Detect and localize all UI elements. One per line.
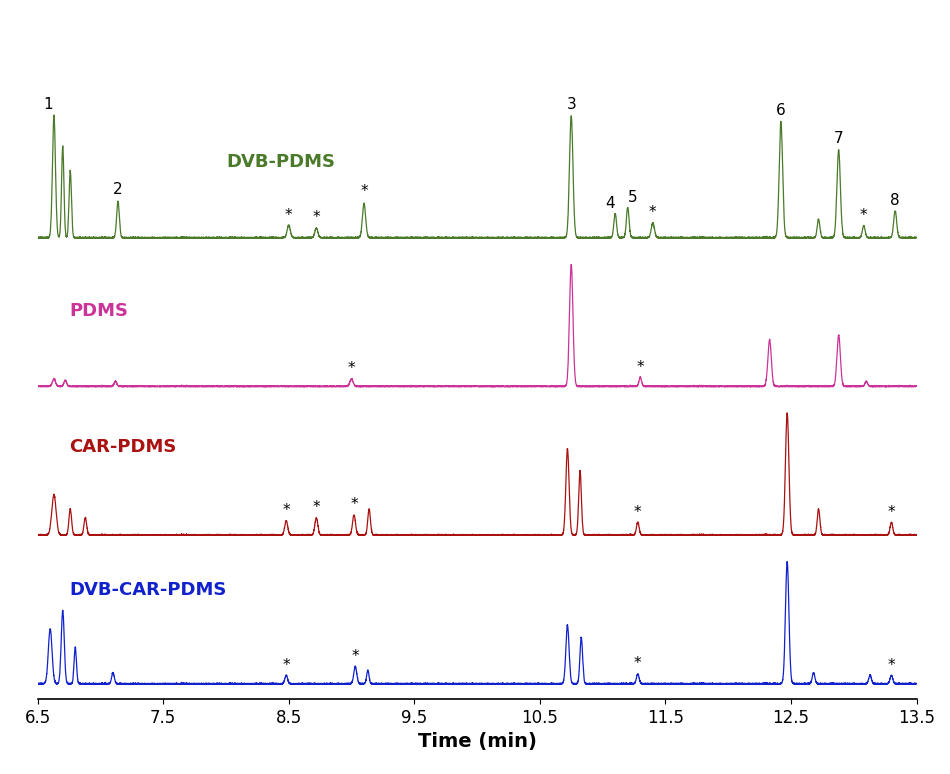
Text: DVB-CAR-PDMS: DVB-CAR-PDMS <box>69 580 226 599</box>
Text: *: * <box>360 184 368 200</box>
Text: 5: 5 <box>628 190 637 204</box>
Text: PDMS: PDMS <box>69 302 128 320</box>
Text: *: * <box>887 505 895 519</box>
Text: *: * <box>282 658 290 673</box>
Text: *: * <box>282 503 290 518</box>
Text: *: * <box>860 208 867 223</box>
Text: *: * <box>351 498 358 512</box>
Text: *: * <box>313 500 320 515</box>
Text: *: * <box>887 658 895 673</box>
Text: *: * <box>634 656 641 671</box>
Text: 2: 2 <box>113 182 123 197</box>
Text: *: * <box>352 649 359 664</box>
Text: 8: 8 <box>890 194 900 208</box>
Text: *: * <box>636 360 644 375</box>
Text: DVB-PDMS: DVB-PDMS <box>226 153 335 171</box>
Text: *: * <box>649 205 656 221</box>
Text: CAR-PDMS: CAR-PDMS <box>69 438 177 456</box>
Text: 6: 6 <box>776 103 786 118</box>
Text: 3: 3 <box>566 97 576 111</box>
X-axis label: Time (min): Time (min) <box>418 732 537 752</box>
Text: 4: 4 <box>605 196 615 211</box>
Text: 1: 1 <box>43 97 52 111</box>
Text: 7: 7 <box>834 131 844 146</box>
Text: *: * <box>313 211 320 225</box>
Text: *: * <box>634 505 641 519</box>
Text: *: * <box>348 361 355 376</box>
Text: *: * <box>285 208 293 223</box>
